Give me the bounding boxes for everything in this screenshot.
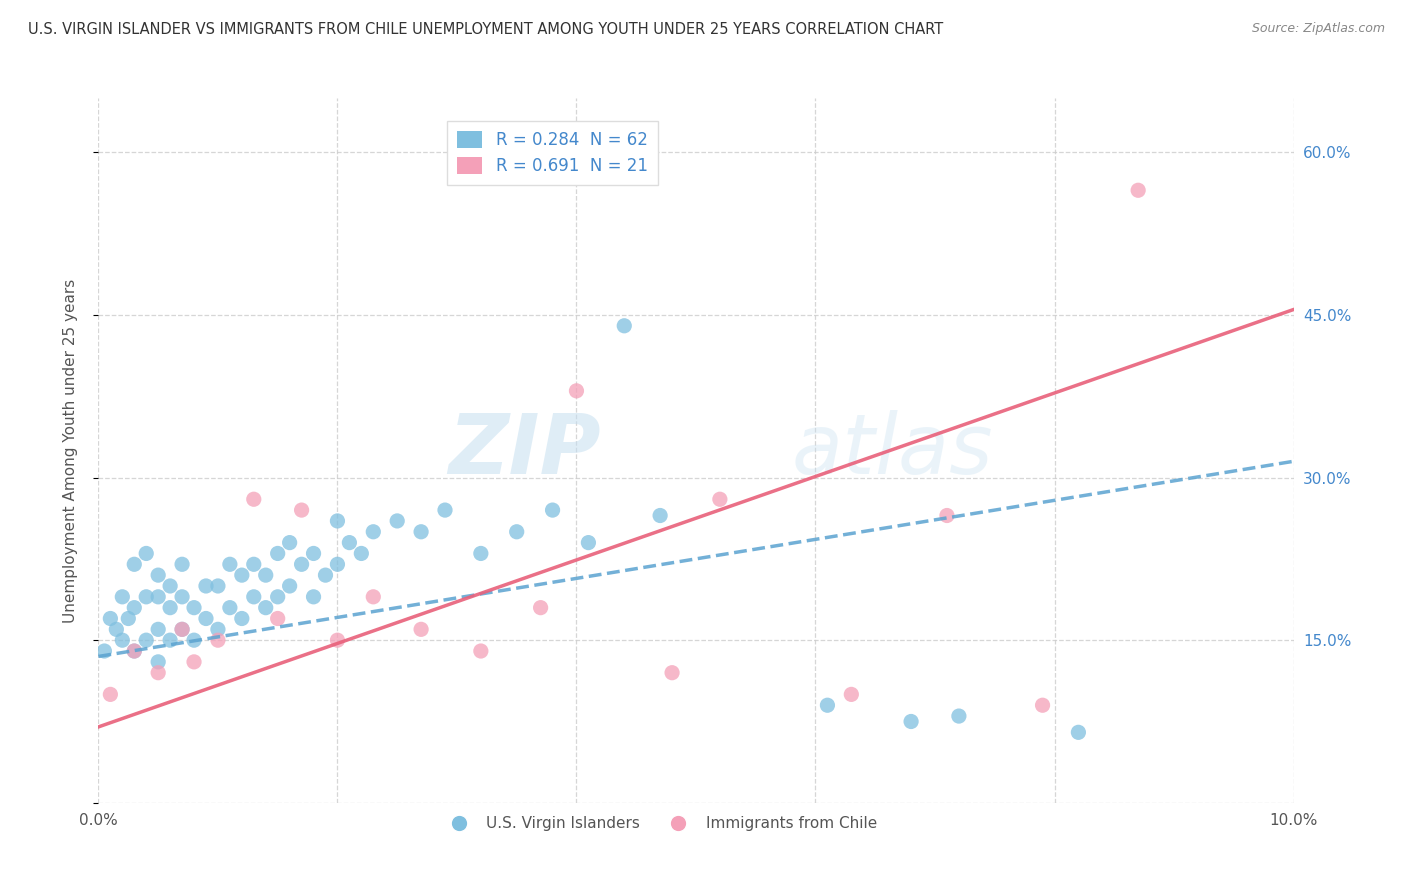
Point xyxy=(530,600,553,615)
Point xyxy=(650,508,672,523)
Point xyxy=(219,600,242,615)
Point xyxy=(291,558,314,572)
Point xyxy=(111,633,134,648)
Point xyxy=(506,524,529,539)
Point xyxy=(231,611,253,625)
Point xyxy=(326,633,349,648)
Point xyxy=(172,558,194,572)
Point xyxy=(1067,725,1090,739)
Text: U.S. VIRGIN ISLANDER VS IMMIGRANTS FROM CHILE UNEMPLOYMENT AMONG YOUTH UNDER 25 : U.S. VIRGIN ISLANDER VS IMMIGRANTS FROM … xyxy=(28,22,943,37)
Point xyxy=(183,600,205,615)
Point xyxy=(172,590,194,604)
Point xyxy=(148,623,170,637)
Point xyxy=(709,492,731,507)
Point xyxy=(411,623,433,637)
Point xyxy=(470,644,492,658)
Point xyxy=(195,611,218,625)
Point xyxy=(565,384,588,398)
Point xyxy=(111,590,134,604)
Point xyxy=(135,633,157,648)
Point xyxy=(117,611,139,625)
Point xyxy=(900,714,922,729)
Point xyxy=(541,503,564,517)
Point xyxy=(195,579,218,593)
Point xyxy=(267,611,290,625)
Point xyxy=(93,644,115,658)
Point xyxy=(183,655,205,669)
Point xyxy=(302,546,325,560)
Point xyxy=(159,579,181,593)
Point xyxy=(98,687,122,701)
Point xyxy=(350,546,373,560)
Point xyxy=(183,633,205,648)
Point xyxy=(207,633,229,648)
Point xyxy=(1032,698,1054,713)
Point xyxy=(661,665,683,680)
Point xyxy=(98,611,122,625)
Text: Source: ZipAtlas.com: Source: ZipAtlas.com xyxy=(1251,22,1385,36)
Point xyxy=(159,633,181,648)
Point xyxy=(243,492,266,507)
Point xyxy=(363,524,385,539)
Point xyxy=(148,655,170,669)
Point xyxy=(124,644,146,658)
Point xyxy=(385,514,409,528)
Point xyxy=(148,568,170,582)
Point xyxy=(278,535,301,549)
Point xyxy=(135,590,157,604)
Point xyxy=(172,623,194,637)
Point xyxy=(411,524,433,539)
Point xyxy=(207,579,229,593)
Point xyxy=(148,590,170,604)
Point xyxy=(936,508,959,523)
Text: atlas: atlas xyxy=(792,410,993,491)
Point xyxy=(841,687,863,701)
Point xyxy=(363,590,385,604)
Legend: U.S. Virgin Islanders, Immigrants from Chile: U.S. Virgin Islanders, Immigrants from C… xyxy=(437,810,883,838)
Point xyxy=(613,318,636,333)
Text: ZIP: ZIP xyxy=(447,410,600,491)
Point xyxy=(243,558,266,572)
Point xyxy=(207,623,229,637)
Point xyxy=(135,546,157,560)
Point xyxy=(231,568,253,582)
Point xyxy=(278,579,301,593)
Point xyxy=(267,546,290,560)
Point xyxy=(124,558,146,572)
Point xyxy=(243,590,266,604)
Point xyxy=(1128,183,1150,197)
Point xyxy=(124,644,146,658)
Point xyxy=(470,546,492,560)
Point xyxy=(254,568,277,582)
Point xyxy=(291,503,314,517)
Y-axis label: Unemployment Among Youth under 25 years: Unemployment Among Youth under 25 years xyxy=(63,278,77,623)
Point xyxy=(219,558,242,572)
Point xyxy=(948,709,970,723)
Point xyxy=(326,514,349,528)
Point xyxy=(124,600,146,615)
Point xyxy=(315,568,337,582)
Point xyxy=(159,600,181,615)
Point xyxy=(434,503,457,517)
Point xyxy=(105,623,128,637)
Point xyxy=(254,600,277,615)
Point xyxy=(267,590,290,604)
Point xyxy=(302,590,325,604)
Point xyxy=(172,623,194,637)
Point xyxy=(578,535,600,549)
Point xyxy=(339,535,361,549)
Point xyxy=(815,698,838,713)
Point xyxy=(148,665,170,680)
Point xyxy=(326,558,349,572)
